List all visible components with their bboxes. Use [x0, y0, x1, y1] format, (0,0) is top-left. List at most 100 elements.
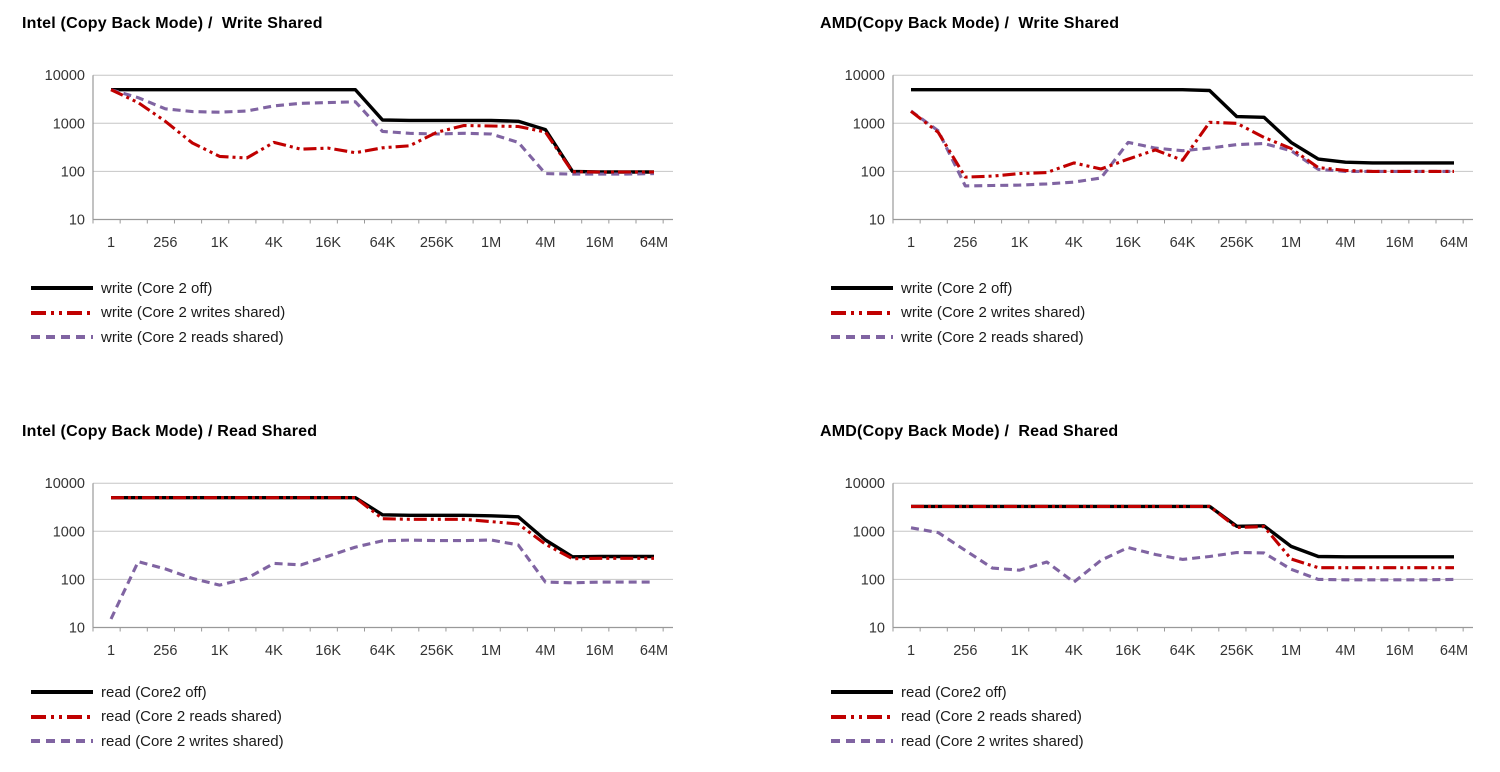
x-axis-tick-label: 1M: [1281, 643, 1301, 659]
y-axis-tick-label: 1000: [53, 116, 85, 132]
x-axis-tick-label: 1K: [211, 643, 229, 659]
x-axis-tick-label: 4K: [1065, 643, 1083, 659]
series-line-dashed: [109, 538, 654, 620]
series-line-dash-dot-dot: [910, 110, 1454, 179]
x-axis-tick-label: 64M: [640, 643, 668, 659]
y-axis-tick-label: 10: [69, 621, 85, 637]
x-axis-tick-label: 1M: [1281, 235, 1301, 251]
x-axis-tick-label: 4M: [535, 235, 555, 251]
legend-label: write (Core 2 reads shared): [901, 328, 1084, 346]
x-axis-tick-label: 16M: [1386, 643, 1414, 659]
chart-title-amd-write: AMD(Copy Back Mode) / Write Shared: [820, 15, 1120, 32]
x-axis-tick-label: 1: [907, 643, 915, 659]
y-axis-tick-label: 100: [861, 572, 885, 588]
x-axis-tick-label: 4M: [1335, 235, 1355, 251]
y-axis-tick-label: 10: [869, 621, 885, 637]
x-axis-tick-label: 64K: [1170, 235, 1196, 251]
legend-top-right: write (Core 2 off) write (Core 2 writes s…: [830, 276, 1085, 350]
series-line-dashed: [910, 109, 1454, 188]
x-axis-tick-label: 1M: [481, 643, 501, 659]
legend-line-swatch: [831, 335, 893, 340]
y-axis-tick-label: 10: [869, 213, 885, 229]
y-axis-tick-label: 100: [861, 164, 885, 180]
x-axis-tick-label: 4M: [1335, 643, 1355, 659]
series-line-dash-dot-dot: [111, 496, 654, 561]
plot-area-top-left: 10000 1000 100 10 1 256 1K 4K 16K 64K 256K 1M 4M 16M 6…: [45, 68, 673, 251]
x-axis-tick-label: 16M: [586, 235, 614, 251]
y-axis-tick-label: 10000: [845, 68, 885, 84]
legend-label: write (Core 2 off): [901, 279, 1013, 297]
y-axis-tick-label: 1000: [853, 116, 885, 132]
legend-label: read (Core 2 reads shared): [101, 708, 282, 726]
x-axis-tick-label: 64M: [1440, 235, 1468, 251]
x-axis-tick-label: 256K: [1220, 643, 1254, 659]
x-axis-tick-label: 64M: [1440, 643, 1468, 659]
legend-item: read (Core 2 reads shared): [830, 705, 1084, 730]
x-axis-tick-label: 1K: [1011, 643, 1029, 659]
legend-top-left: write (Core 2 off) write (Core 2 writes s…: [30, 276, 285, 350]
y-axis-tick-label: 10000: [45, 476, 85, 492]
x-axis-tick-label: 4K: [265, 235, 283, 251]
series-line-solid: [111, 495, 654, 559]
x-axis-tick-label: 256K: [420, 235, 454, 251]
series-line-dashed: [110, 88, 655, 176]
x-axis-tick-label: 4K: [1065, 235, 1083, 251]
legend-label: write (Core 2 reads shared): [101, 328, 284, 346]
y-axis-tick-label: 1000: [53, 524, 85, 540]
x-axis-tick-label: 16K: [315, 235, 341, 251]
x-axis-tick-label: 64K: [1170, 643, 1196, 659]
x-axis-tick-label: 1: [107, 643, 115, 659]
legend-item: write (Core 2 reads shared): [30, 325, 285, 350]
x-axis-tick-label: 64M: [640, 235, 668, 251]
plot-area-top-right: 10000 1000 100 10 1 256 1K 4K 16K 64K 256K 1M 4M 16M 6…: [845, 68, 1473, 251]
legend-label: write (Core 2 writes shared): [101, 304, 286, 322]
series-line-solid: [911, 87, 1454, 165]
legend-line-swatch: [831, 690, 893, 695]
legend-item: write (Core 2 reads shared): [830, 325, 1085, 350]
legend-bottom-left: read (Core2 off) read (Core 2 reads share…: [30, 680, 284, 754]
x-axis-tick-label: 16M: [1386, 235, 1414, 251]
x-axis-tick-label: 256K: [420, 643, 454, 659]
x-axis-tick-label: 16K: [315, 643, 341, 659]
x-axis-tick-label: 16M: [586, 643, 614, 659]
x-axis-tick-label: 256: [953, 643, 977, 659]
legend-label: read (Core2 off): [901, 683, 1007, 701]
series-line-solid: [911, 504, 1454, 559]
y-axis-tick-label: 100: [61, 164, 85, 180]
y-axis-tick-label: 100: [61, 572, 85, 588]
x-axis-tick-label: 64K: [370, 235, 396, 251]
x-axis-tick-label: 1M: [481, 235, 501, 251]
x-axis-tick-label: 4M: [535, 643, 555, 659]
x-axis-tick-label: 256: [153, 235, 177, 251]
legend-label: read (Core 2 reads shared): [901, 708, 1082, 726]
legend-label: read (Core2 off): [101, 683, 207, 701]
legend-item: write (Core 2 writes shared): [30, 301, 285, 326]
legend-line-swatch: [31, 335, 93, 340]
y-axis-tick-label: 1000: [853, 524, 885, 540]
x-axis-tick-label: 1: [107, 235, 115, 251]
y-axis-tick-label: 10000: [845, 476, 885, 492]
legend-line-swatch: [31, 286, 93, 291]
chart-title-intel-read: Intel (Copy Back Mode) / Read Shared: [22, 423, 318, 440]
plot-area-bottom-right: 10000 1000 100 10 1 256 1K 4K 16K 64K 256K 1M 4M 16M 6…: [845, 476, 1473, 659]
legend-line-swatch: [831, 714, 893, 719]
x-axis-tick-label: 4K: [265, 643, 283, 659]
x-axis-tick-label: 1K: [211, 235, 229, 251]
legend-item: write (Core 2 off): [30, 276, 285, 301]
x-axis-tick-label: 256K: [1220, 235, 1254, 251]
x-axis-tick-label: 64K: [370, 643, 396, 659]
series-line-solid: [111, 87, 654, 174]
plot-area-bottom-left: 10000 1000 100 10 1 256 1K 4K 16K 64K 256K 1M 4M 16M 6…: [45, 476, 673, 659]
legend-line-swatch: [31, 739, 93, 744]
x-axis-tick-label: 256: [953, 235, 977, 251]
legend-line-swatch: [831, 310, 893, 315]
x-axis-tick-label: 1: [907, 235, 915, 251]
legend-label: write (Core 2 off): [101, 279, 213, 297]
x-axis-tick-label: 16K: [1115, 643, 1141, 659]
legend-label: write (Core 2 writes shared): [901, 304, 1086, 322]
legend-label: read (Core 2 writes shared): [101, 732, 284, 750]
chart-title-amd-read: AMD(Copy Back Mode) / Read Shared: [820, 423, 1119, 440]
series-line-dashed: [910, 526, 1455, 584]
legend-item: read (Core 2 writes shared): [830, 729, 1084, 754]
